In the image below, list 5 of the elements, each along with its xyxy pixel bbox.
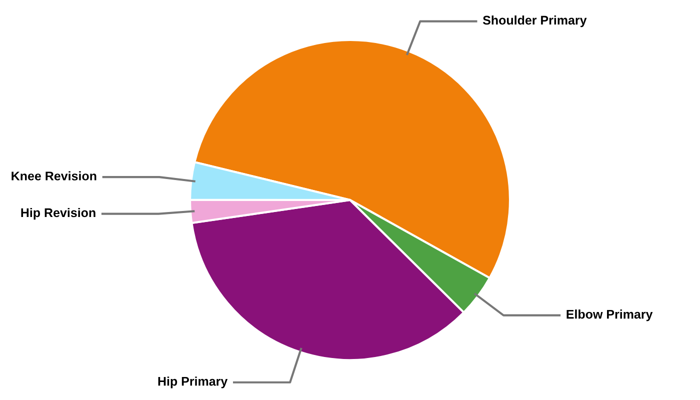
slice-label: Knee Revision <box>12 171 96 180</box>
slice-label: Hip Revision <box>21 208 96 220</box>
slice-label: Elbow Primary <box>566 310 653 322</box>
slice-label: Hip Primary <box>158 376 228 388</box>
slice-label: Shoulder Primary <box>482 15 587 28</box>
